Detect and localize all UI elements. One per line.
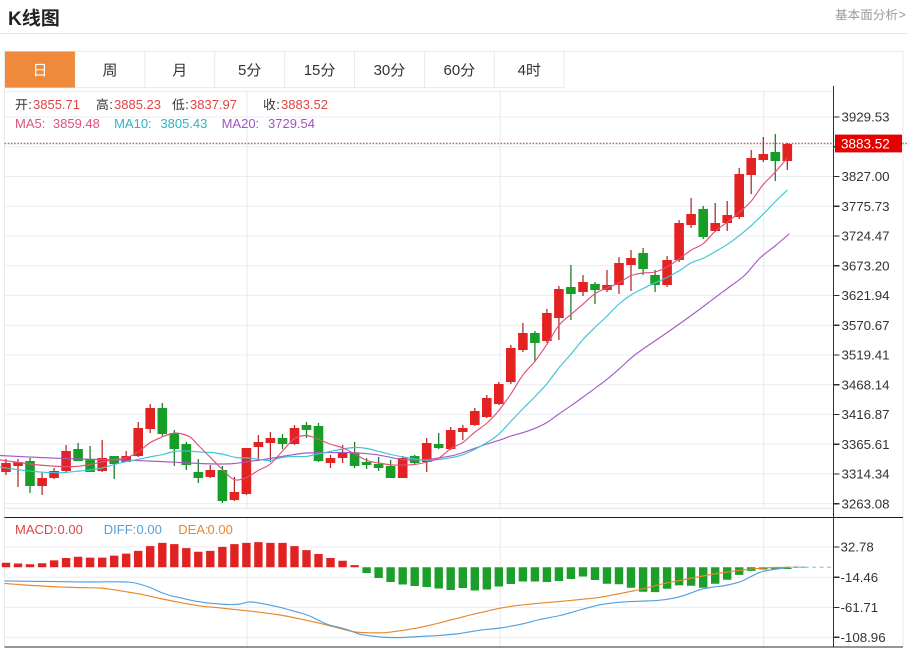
svg-text:3929.53: 3929.53	[842, 110, 890, 125]
svg-text:3855.71: 3855.71	[33, 97, 80, 112]
svg-text:MA20:: MA20:	[222, 116, 260, 131]
svg-text:3883.52: 3883.52	[281, 97, 328, 112]
svg-text:MA10:: MA10:	[114, 116, 152, 131]
svg-text:3837.97: 3837.97	[190, 97, 237, 112]
svg-text:0.00: 0.00	[58, 522, 83, 537]
svg-text:3314.34: 3314.34	[842, 467, 890, 482]
svg-text:15: 15	[304, 62, 321, 79]
svg-text:5: 5	[238, 62, 246, 79]
svg-text:3827.00: 3827.00	[842, 169, 890, 184]
svg-text:4: 4	[518, 62, 526, 79]
svg-text:K: K	[8, 9, 22, 30]
svg-text:3885.23: 3885.23	[114, 97, 161, 112]
svg-text::: :	[185, 97, 189, 112]
svg-text:60: 60	[444, 62, 461, 79]
svg-text:3365.61: 3365.61	[842, 437, 890, 452]
svg-text:DIFF:: DIFF:	[104, 522, 137, 537]
svg-text::: :	[109, 97, 113, 112]
svg-text:MACD:: MACD:	[15, 522, 57, 537]
svg-text:0.00: 0.00	[137, 522, 162, 537]
svg-text:3859.48: 3859.48	[53, 116, 100, 131]
svg-text:30: 30	[374, 62, 391, 79]
svg-text:3724.47: 3724.47	[842, 229, 890, 244]
svg-text:3673.20: 3673.20	[842, 258, 890, 273]
svg-text:3416.87: 3416.87	[842, 407, 890, 422]
svg-text:MA5:: MA5:	[15, 116, 45, 131]
svg-text:>: >	[899, 8, 906, 22]
svg-text:-108.96: -108.96	[841, 630, 886, 645]
svg-text:-61.71: -61.71	[841, 600, 879, 615]
svg-text:3519.41: 3519.41	[842, 348, 890, 363]
svg-text:3775.73: 3775.73	[842, 199, 890, 214]
svg-text:3468.14: 3468.14	[842, 377, 890, 392]
svg-text:DEA:: DEA:	[178, 522, 208, 537]
svg-text:3805.43: 3805.43	[160, 116, 207, 131]
svg-text::: :	[276, 97, 280, 112]
svg-text:0.00: 0.00	[208, 522, 233, 537]
svg-text:3263.08: 3263.08	[842, 496, 890, 511]
svg-text::: :	[28, 97, 32, 112]
svg-text:3883.52: 3883.52	[841, 137, 890, 152]
svg-text:3570.67: 3570.67	[842, 318, 890, 333]
svg-text:32.78: 32.78	[841, 540, 874, 555]
svg-text:3621.94: 3621.94	[842, 288, 890, 303]
svg-text:3729.54: 3729.54	[268, 116, 315, 131]
svg-text:-14.46: -14.46	[841, 570, 879, 585]
